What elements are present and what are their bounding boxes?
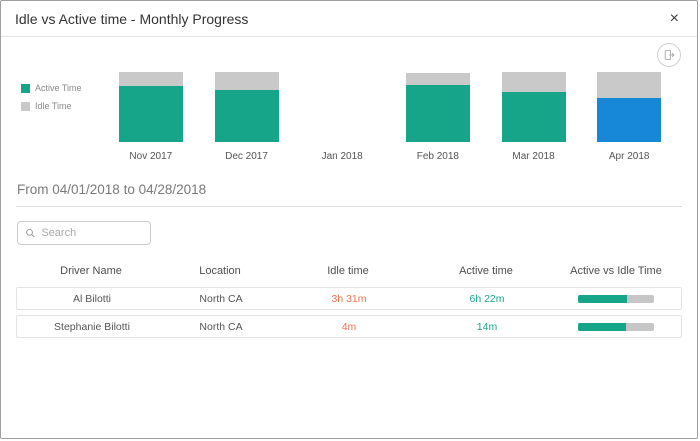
- column-header-active-vs-idle: Active vs Idle Time: [570, 265, 662, 277]
- active-bar-segment: [501, 91, 566, 142]
- search-box: [17, 221, 151, 245]
- table-row[interactable]: Stephanie Bilotti North CA 4m 14m: [16, 315, 682, 338]
- driver-name-cell: Stephanie Bilotti: [54, 320, 130, 333]
- category-label: Jan 2018: [321, 151, 363, 162]
- bar-stack: [405, 67, 470, 142]
- location-cell: North CA: [199, 320, 243, 333]
- bar-stack: [597, 67, 662, 142]
- page-title: Idle vs Active time - Monthly Progress: [15, 10, 249, 27]
- active-bar-segment: [597, 97, 662, 142]
- chart-section: Active Time Idle Time Nov 2017 Dec 2017 Ja…: [1, 37, 697, 162]
- category-label: Feb 2018: [416, 151, 459, 162]
- divider: [16, 206, 682, 207]
- chart-menu-button[interactable]: [657, 43, 681, 67]
- progress-track: [578, 322, 654, 331]
- column-header-idle-time: Idle time: [327, 265, 369, 277]
- idle-time-swatch-icon: [21, 101, 30, 111]
- column-header-location: Location: [199, 265, 241, 277]
- active-time-cell: 14m: [476, 320, 498, 333]
- bar-stack: [501, 67, 566, 142]
- search-icon: [26, 228, 35, 238]
- search-input[interactable]: [41, 227, 143, 239]
- progress-fill: [578, 294, 628, 303]
- export-icon: [664, 49, 675, 61]
- bar-column[interactable]: Apr 2018: [581, 67, 677, 162]
- legend-item-idle: Idle Time: [21, 101, 103, 111]
- active-bar-segment: [118, 85, 183, 142]
- legend-label-idle: Idle Time: [35, 101, 72, 111]
- category-label: Apr 2018: [608, 151, 650, 162]
- idle-time-cell: 4m: [341, 320, 357, 333]
- idle-bar-segment: [501, 71, 566, 92]
- legend-label-active: Active Time: [35, 83, 82, 93]
- progress-track: [578, 294, 654, 303]
- date-range-text: From 04/01/2018 to 04/28/2018: [17, 182, 207, 197]
- bar-column[interactable]: Feb 2018: [390, 67, 486, 162]
- location-cell: North CA: [199, 292, 243, 305]
- active-bar-segment: [405, 85, 470, 142]
- bar-stack: [310, 67, 374, 142]
- titlebar: Idle vs Active time - Monthly Progress ×: [1, 1, 697, 37]
- legend-item-active: Active Time: [21, 83, 103, 93]
- active-vs-idle-cell: [551, 294, 681, 303]
- active-time-cell: 6h 22m: [469, 292, 505, 305]
- progress-fill: [578, 322, 626, 331]
- chart-legend: Active Time Idle Time: [21, 67, 103, 162]
- category-label: Mar 2018: [512, 151, 555, 162]
- category-label: Dec 2017: [225, 151, 268, 162]
- idle-bar-segment: [597, 71, 662, 98]
- active-bar-segment: [214, 89, 279, 142]
- bar-column[interactable]: Dec 2017: [199, 67, 295, 162]
- close-button[interactable]: ×: [666, 9, 683, 29]
- driver-name-cell: Al Bilotti: [73, 292, 111, 305]
- column-header-driver-name: Driver Name: [60, 265, 122, 277]
- bar-column[interactable]: Nov 2017: [103, 67, 199, 162]
- close-icon: ×: [669, 9, 679, 27]
- idle-bar-segment: [405, 73, 470, 85]
- category-label: Nov 2017: [129, 151, 173, 162]
- active-vs-idle-cell: [551, 322, 681, 331]
- idle-bar-segment: [118, 71, 183, 86]
- active-time-swatch-icon: [21, 83, 30, 93]
- table-header: Driver Name Location Idle time Active ti…: [16, 261, 682, 283]
- column-header-active-time: Active time: [459, 265, 513, 277]
- bar-column[interactable]: Mar 2018: [486, 67, 582, 162]
- bar-stack: [214, 67, 279, 142]
- bar-stack: [118, 67, 183, 142]
- bar-column[interactable]: Jan 2018: [294, 67, 390, 162]
- chart-bars: Nov 2017 Dec 2017 Jan 2018 Feb 2018 Mar 2018…: [103, 67, 677, 162]
- table-row[interactable]: Al Bilotti North CA 3h 31m 6h 22m: [16, 287, 682, 310]
- table-body: Al Bilotti North CA 3h 31m 6h 22m Stephanie …: [16, 287, 682, 338]
- idle-bar-segment: [214, 71, 279, 90]
- idle-time-cell: 3h 31m: [331, 292, 367, 305]
